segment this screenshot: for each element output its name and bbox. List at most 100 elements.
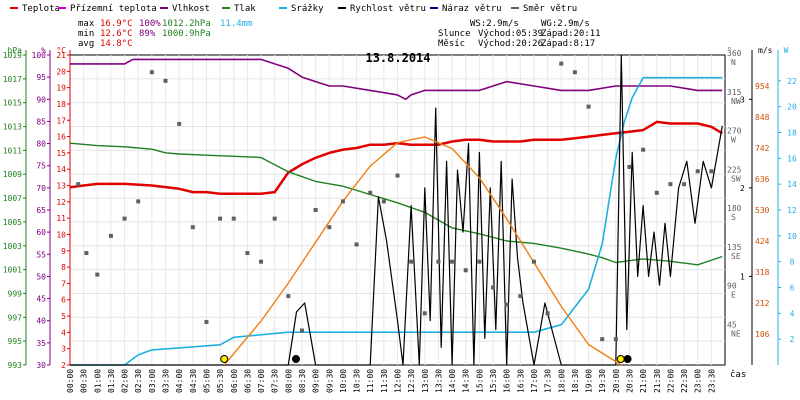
x-axis-label: čas: [730, 369, 746, 380]
w-tick-label: 22: [787, 77, 797, 86]
degc-tick-label: 9: [61, 247, 66, 256]
x-tick-label: 00:00: [66, 369, 75, 393]
info-wg: WG:2.9m/s: [541, 19, 590, 29]
summary-max-hum: 100%: [139, 19, 161, 29]
hpa-tick-label: 999: [8, 289, 23, 298]
x-tick-label: 14:30: [462, 369, 471, 393]
x-tick-label: 12:30: [407, 369, 416, 393]
degc-tick-label: 18: [56, 100, 66, 109]
pct-tick-label: 75: [36, 162, 46, 171]
ms-axis-label: m/s: [758, 46, 773, 55]
degc-tick-label: 7: [61, 279, 66, 288]
wind-dir-point: [477, 259, 482, 264]
degc-tick-label: 3: [61, 345, 66, 354]
pct-tick-label: 95: [36, 73, 46, 82]
hpa-tick-label: 1013: [3, 123, 22, 132]
wind-dir-point: [641, 147, 646, 152]
pct-tick-label: 60: [36, 228, 46, 237]
legend-label: Vlhkost: [172, 4, 210, 14]
wind-dir-point: [327, 225, 332, 230]
wind-dir-point: [122, 216, 127, 221]
wm2-tick-label: 106: [755, 330, 770, 339]
x-tick-label: 14:00: [448, 369, 457, 393]
x-tick-label: 20:30: [625, 369, 634, 393]
summary-min-label: min: [78, 29, 94, 39]
hpa-tick-label: 1017: [3, 75, 22, 84]
summary-avg-label: avg: [78, 39, 94, 49]
legend-label: Srážky: [291, 4, 324, 14]
summary-min-hum: 89%: [139, 29, 156, 39]
x-tick-label: 02:00: [121, 369, 130, 393]
pct-tick-label: 85: [36, 117, 46, 126]
ms-tick-label: 2: [740, 184, 745, 193]
info-moon-label: Měsíc: [438, 39, 465, 49]
wind-dir-point: [586, 104, 591, 109]
pct-tick-label: 90: [36, 95, 46, 104]
legend-label: Směr větru: [523, 4, 577, 14]
hpa-axis-label: hPa: [8, 46, 23, 55]
summary-min-press: 1000.9hPa: [162, 29, 211, 39]
x-tick-label: 10:00: [339, 369, 348, 393]
wind-dir-point: [627, 164, 632, 169]
dir-tick-label: 45: [727, 320, 737, 329]
dir-axis-label: °: [727, 46, 732, 55]
x-tick-label: 04:00: [175, 369, 184, 393]
wind-dir-point: [682, 182, 687, 187]
w-tick-label: 2: [790, 335, 795, 344]
w-tick-label: 6: [790, 284, 795, 293]
dir-tick-label: 315: [727, 88, 742, 97]
legend-label: Tlak: [234, 4, 256, 14]
x-tick-label: 09:00: [312, 369, 321, 393]
x-tick-label: 23:30: [707, 369, 716, 393]
x-tick-label: 03:00: [148, 369, 157, 393]
hpa-tick-label: 997: [8, 313, 23, 322]
w-tick-label: 14: [787, 180, 797, 189]
info-sun-label: Slunce: [438, 29, 471, 39]
dir-tick-name: N: [731, 58, 736, 67]
summary-max-temp: 16.9°C: [100, 19, 133, 29]
wind-dir-point: [163, 78, 168, 83]
x-tick-label: 16:00: [503, 369, 512, 393]
series-line: [70, 76, 723, 366]
degc-tick-label: 10: [56, 230, 66, 239]
degc-axis-label: °C: [56, 46, 66, 55]
series-layer: [69, 54, 723, 366]
wind-dir-point: [695, 169, 700, 174]
wind-dir-point: [409, 259, 414, 264]
dir-tick-label: 180: [727, 204, 742, 213]
pct-tick-label: 65: [36, 206, 46, 215]
legend: Teplota Přízemní teplota Vlhkost Tlak Srážky…: [10, 4, 577, 14]
info-sun-set: Západ:20:11: [541, 29, 601, 39]
x-tick-label: 06:30: [243, 369, 252, 393]
pct-tick-label: 70: [36, 184, 46, 193]
degc-tick-label: 11: [56, 214, 66, 223]
wm2-tick-label: 318: [755, 268, 770, 277]
hpa-tick-label: 993: [8, 361, 23, 370]
legend-label: Přízemní teplota: [70, 4, 157, 14]
wm2-tick-label: 424: [755, 237, 770, 246]
summary-max-press: 1012.2hPa: [162, 19, 211, 29]
pct-tick-label: 50: [36, 272, 46, 281]
moonrise-marker: [623, 355, 632, 363]
wm2-tick-label: 636: [755, 175, 770, 184]
dir-tick-name: SW: [731, 174, 741, 183]
summary-min-temp: 12.6°C: [100, 29, 133, 39]
pct-tick-label: 40: [36, 317, 46, 326]
summary-max-label: max: [78, 19, 95, 29]
degc-tick-label: 12: [56, 198, 66, 207]
degc-tick-label: 14: [56, 165, 66, 174]
hpa-tick-label: 1015: [3, 99, 22, 108]
wind-dir-point: [422, 311, 427, 316]
dir-tick-label: 225: [727, 165, 742, 174]
x-tick-label: 12:00: [394, 369, 403, 393]
wm2-tick-label: 742: [755, 144, 770, 153]
pct-tick-label: 30: [36, 361, 46, 370]
info-ws: WS:2.9m/s: [470, 19, 519, 29]
hpa-tick-label: 995: [8, 337, 23, 346]
x-tick-label: 22:30: [680, 369, 689, 393]
x-tick-label: 15:30: [489, 369, 498, 393]
dir-tick-name: NW: [731, 97, 741, 106]
wm2-tick-label: 212: [755, 299, 770, 308]
wind-dir-point: [518, 294, 523, 299]
